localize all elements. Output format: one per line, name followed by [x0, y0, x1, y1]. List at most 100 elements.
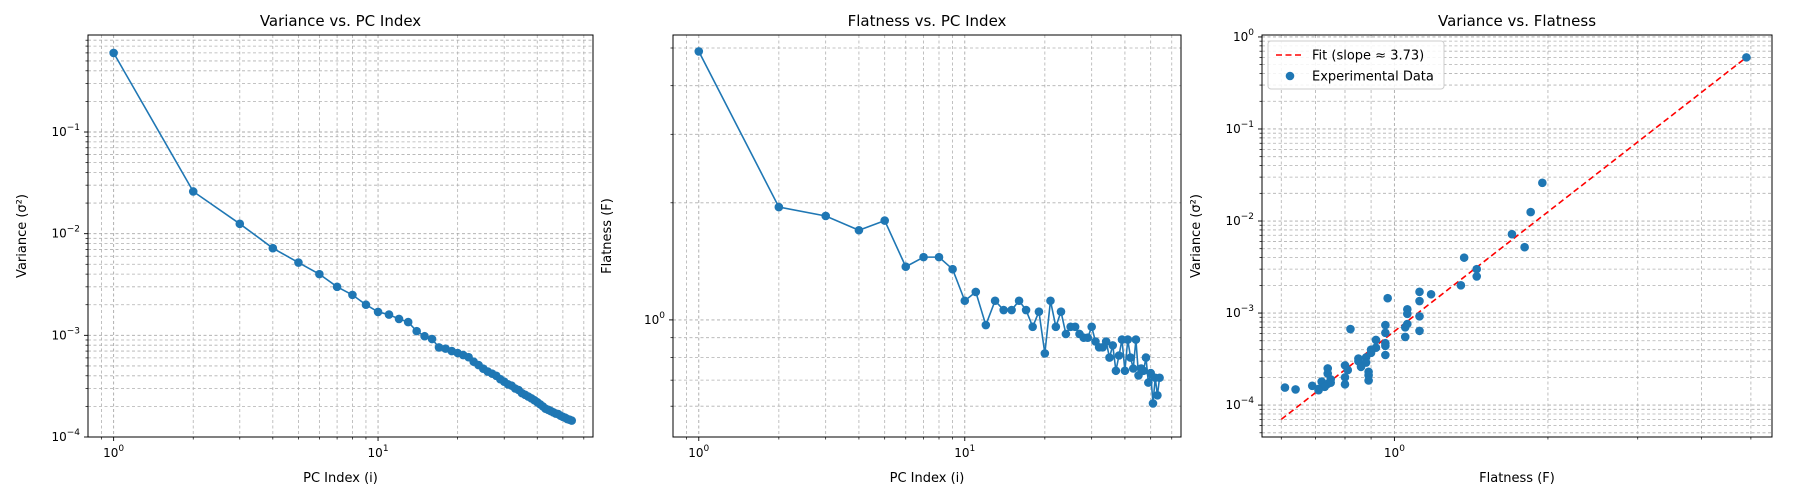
- data-point: [1123, 335, 1133, 344]
- data-point: [990, 296, 1000, 306]
- data-point: [1340, 373, 1350, 382]
- y-axis-label: Flatness (F): [600, 198, 615, 274]
- x-tick-label: 100: [688, 444, 709, 460]
- y-tick-label: 10−3: [1225, 304, 1254, 320]
- data-point: [1051, 322, 1061, 332]
- data-point: [854, 225, 864, 235]
- data-point: [934, 252, 944, 262]
- data-point: [361, 300, 371, 310]
- data-point: [1456, 281, 1466, 290]
- data-point: [1014, 296, 1024, 306]
- data-point: [1280, 383, 1290, 392]
- data-point: [774, 202, 784, 212]
- data-point: [1472, 264, 1482, 274]
- data-point: [1381, 328, 1390, 338]
- x-tick-label: 100: [1384, 444, 1405, 460]
- data-point: [348, 290, 357, 300]
- data-point: [373, 307, 383, 317]
- data-point: [948, 264, 957, 274]
- chart-panel-3: 100 10−4 10−3 10−2 10−1 100 Variance vs. Flatn…: [1189, 12, 1773, 486]
- fit-line: [1280, 56, 1747, 420]
- data-point: [1415, 296, 1424, 306]
- data-point: [235, 219, 245, 229]
- data-point: [427, 334, 437, 344]
- data-point: [1070, 322, 1080, 332]
- data-point: [999, 305, 1008, 315]
- data-point: [880, 216, 889, 225]
- data-point: [960, 296, 970, 306]
- data-point: [1381, 320, 1390, 330]
- data-point: [1415, 287, 1424, 297]
- data-point: [1381, 341, 1390, 351]
- legend-box: [1267, 40, 1445, 90]
- y-tick-label: 10−4: [51, 428, 80, 444]
- x-axis-label: PC Index (i): [303, 471, 378, 486]
- data-point: [1131, 335, 1141, 344]
- x-axis-label: PC Index (i): [890, 471, 965, 486]
- data-point: [1114, 351, 1124, 360]
- data-point: [1346, 324, 1355, 334]
- data-point: [1021, 305, 1031, 315]
- data-point: [1742, 53, 1751, 62]
- y-tick-label: 100: [1233, 28, 1254, 44]
- data-point: [1028, 322, 1037, 332]
- data-point: [434, 343, 444, 352]
- y-tick-label: 100: [644, 311, 665, 327]
- data-point: [1087, 322, 1096, 332]
- axes-frame: [1261, 34, 1773, 438]
- axes-frame: [672, 34, 1182, 438]
- data-point: [394, 314, 404, 324]
- data-point: [294, 258, 303, 267]
- data-point: [1153, 390, 1162, 400]
- y-tick-label: 10−4: [1225, 396, 1254, 412]
- data-point: [694, 47, 704, 56]
- y-tick-label: 10−1: [1225, 120, 1254, 136]
- series-line: [112, 52, 573, 422]
- x-axis-label: Flatness (F): [1479, 471, 1555, 486]
- data-point: [384, 310, 394, 319]
- data-point: [268, 243, 278, 253]
- data-point: [188, 187, 198, 196]
- data-point: [1371, 335, 1381, 345]
- data-point: [1139, 366, 1148, 376]
- x-tick-label: 101: [368, 444, 389, 460]
- axes-frame: [87, 34, 594, 438]
- data-point: [1415, 326, 1424, 336]
- data-point: [1108, 341, 1118, 350]
- legend-data-swatch: [1285, 71, 1295, 81]
- data-point: [420, 331, 429, 341]
- grid-lines: [673, 35, 1181, 437]
- data-point: [1056, 307, 1066, 316]
- data-point: [1148, 399, 1158, 408]
- data-point: [403, 317, 413, 327]
- chart-title: Variance vs. Flatness: [1438, 12, 1596, 30]
- grid-lines: [88, 35, 593, 438]
- data-point: [1083, 333, 1093, 342]
- data-point: [1383, 293, 1392, 303]
- y-axis-label: Variance (σ²): [15, 194, 30, 278]
- plot-area: [694, 47, 1164, 408]
- data-point: [1526, 207, 1535, 217]
- data-point: [1472, 272, 1482, 281]
- data-point: [1120, 366, 1130, 376]
- legend-fit-label: Fit (slope ≈ 3.73): [1312, 49, 1424, 64]
- data-point: [1340, 380, 1350, 389]
- data-point: [1105, 353, 1114, 362]
- chart-panel-1: 100 101 10−4 10−3 10−2 10−1 Variance vs. PC In…: [15, 12, 594, 486]
- data-point: [981, 320, 991, 330]
- data-point: [1415, 312, 1424, 321]
- data-point: [1040, 349, 1050, 358]
- data-point: [1538, 178, 1547, 188]
- data-point: [315, 269, 324, 279]
- data-point: [1381, 350, 1390, 360]
- data-point: [1356, 362, 1366, 372]
- y-tick-label: 10−2: [1225, 212, 1254, 228]
- data-point: [109, 48, 118, 58]
- legend-data-label: Experimental Data: [1312, 70, 1434, 85]
- data-point: [1061, 329, 1071, 339]
- data-point: [332, 282, 342, 292]
- y-tick-label: 10−1: [51, 123, 80, 139]
- data-point: [1046, 296, 1055, 306]
- data-point: [1126, 353, 1135, 362]
